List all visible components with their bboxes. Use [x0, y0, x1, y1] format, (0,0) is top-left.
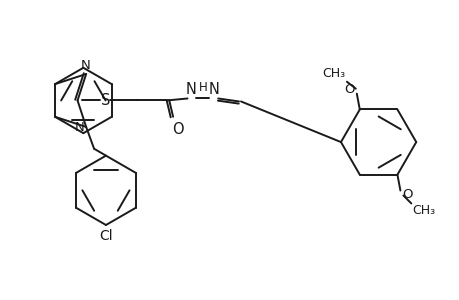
- Text: N: N: [185, 82, 196, 97]
- Text: N: N: [74, 122, 84, 134]
- Text: O: O: [344, 83, 354, 96]
- Text: Cl: Cl: [99, 229, 112, 243]
- Text: O: O: [402, 188, 412, 201]
- Text: S: S: [101, 93, 110, 108]
- Text: N: N: [208, 82, 219, 97]
- Text: N: N: [80, 59, 90, 72]
- Text: CH₃: CH₃: [411, 204, 435, 218]
- Text: CH₃: CH₃: [321, 67, 344, 80]
- Text: H: H: [198, 80, 207, 94]
- Text: O: O: [171, 122, 183, 137]
